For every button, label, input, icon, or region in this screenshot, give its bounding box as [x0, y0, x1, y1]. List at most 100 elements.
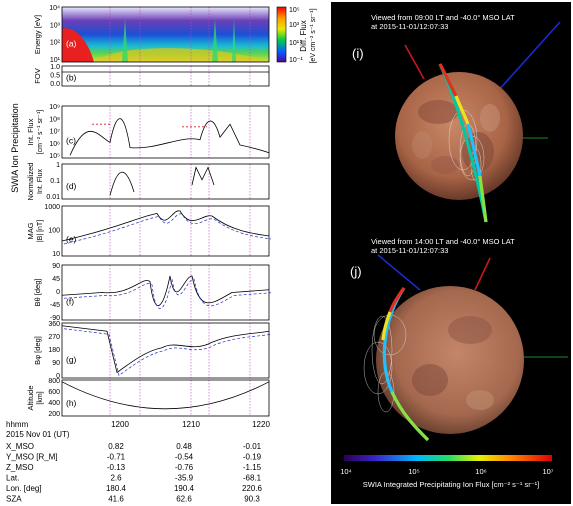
y-tick-label: 10⁹ — [49, 104, 60, 111]
ephemeris-row-label: Z_MSO — [6, 463, 34, 472]
x-tick-label: 1200 — [111, 420, 129, 429]
y-axis-label-2: [km] — [37, 391, 44, 404]
y-tick-label: 600 — [48, 389, 60, 396]
time-series-panels: 10⁴ 10³ 10² 10¹ (a) Energy [eV] 1.0 0.50.0 (b) FO… — [26, 5, 272, 418]
y-tick-label: 10¹ — [50, 57, 61, 64]
y-axis-label: Bθ [deg] — [33, 279, 42, 307]
y-axis-label: Altitude — [26, 385, 35, 410]
ephemeris-row-label: X_MSO — [6, 442, 34, 451]
ephemeris-table: hhmm 2015 Nov 01 (UT) X_MSO 0.82 0.48 -0.01… — [6, 420, 263, 504]
mars-globe-i — [395, 72, 523, 200]
y-tick-label: 10⁴ — [49, 5, 60, 12]
flux-colorbar-tick: 10⁶ — [475, 467, 486, 476]
ephemeris-row-label: SZA — [6, 495, 22, 504]
y-tick-label: 10⁷ — [50, 129, 61, 136]
ephemeris-value: 0.48 — [176, 442, 192, 451]
ephemeris-row-label: Lat. — [6, 474, 19, 483]
panel-letter: (g) — [66, 355, 77, 365]
x-tick-label: 1210 — [182, 420, 200, 429]
panel-d: 1 0.1 0.01 (d) Normalized Int. Flux — [26, 162, 270, 201]
y-tick-label: -90 — [50, 315, 60, 322]
x-tick-label: 1220 — [252, 420, 270, 429]
y-tick-label: 360 — [48, 321, 60, 328]
panel-letter: (h) — [66, 398, 77, 408]
panel-a: 10⁴ 10³ 10² 10¹ (a) Energy [eV] — [33, 5, 270, 64]
ephemeris-value: -0.19 — [243, 453, 262, 462]
y-tick-label: 10² — [50, 40, 61, 47]
panel-b: 1.0 0.50.0 (b) FOV — [33, 64, 270, 88]
y-tick-label: 0 — [56, 373, 60, 380]
y-tick-label: 180 — [48, 347, 60, 354]
panel-f: 90 45 0 -45 -90 (f) Bθ [deg] — [33, 263, 272, 322]
y-axis-label: Energy [eV] — [33, 15, 42, 54]
precipitating-flux-colorbar: 10⁴ 10⁵ 10⁶ 10⁷ SWIA Integrated Precipit… — [340, 455, 554, 489]
flux-colorbar-tick: 10⁷ — [542, 467, 553, 476]
view-i-letter: (i) — [352, 46, 364, 61]
panel-letter: (d) — [66, 181, 77, 191]
y-tick-label: 0.1 — [50, 178, 60, 185]
colorbar-tick: 10⁵ — [289, 7, 300, 14]
y-tick-label: 100 — [48, 228, 60, 235]
y-axis-label: MAG — [26, 222, 35, 239]
ephemeris-value: 0.82 — [108, 442, 124, 451]
panel-letter: (e) — [66, 234, 77, 244]
ephemeris-value: 220.6 — [242, 484, 263, 493]
view-j-line1: Viewed from 14:00 LT and -40.0° MSO LAT — [371, 237, 515, 246]
panel-letter: (b) — [66, 72, 77, 82]
y-tick-label: 0.01 — [46, 194, 60, 201]
y-tick-label: 90 — [52, 263, 60, 270]
panel-g: 360 270 180 90 0 (g) Bφ [deg] — [33, 321, 272, 380]
y-tick-label: 10 — [52, 251, 60, 258]
ephemeris-value: 2.6 — [110, 474, 122, 483]
y-tick-label: 0 — [56, 289, 60, 296]
panel-letter: (f) — [66, 297, 74, 307]
y-axis-label-2: Int. Flux — [37, 169, 44, 194]
y-tick-label: 10⁵ — [49, 153, 60, 160]
x-axis-labels: 1200 1210 1220 — [111, 420, 270, 429]
y-tick-label: 10³ — [50, 22, 61, 29]
panel-c: 10⁹ 10⁸ 10⁷ 10⁶ 10⁵ (c) Int. Flux [cm⁻² s⁻¹ sr⁻… — [26, 104, 270, 160]
view-i-line1: Viewed from 09:00 LT and -40.0° MSO LAT — [371, 13, 515, 22]
y-tick-label: -45 — [50, 302, 60, 309]
view-i-line2: at 2015-11-01/12:07:33 — [371, 22, 448, 31]
ephemeris-value: -68.1 — [243, 474, 262, 483]
view-j: (j) Viewed from 14:00 LT and -40.0° MSO … — [350, 237, 568, 442]
ephemeris-value: 41.6 — [108, 495, 124, 504]
y-tick-label: 400 — [48, 400, 60, 407]
y-tick-label: 200 — [48, 411, 60, 418]
colorbar-tick: 10³ — [289, 22, 300, 29]
ephemeris-value: 62.6 — [176, 495, 192, 504]
ephemeris-value: -1.15 — [243, 463, 262, 472]
colorbar-tick: 10⁻¹ — [289, 57, 303, 64]
y-axis-label: Bφ [deg] — [33, 336, 42, 365]
mars-views: (i) Viewed from 09:00 LT and -40.0° MSO … — [331, 2, 571, 504]
y-axis-label: Normalized — [26, 163, 35, 201]
mars-globe-j — [376, 286, 524, 434]
y-tick-label: 1000 — [44, 204, 60, 211]
ephemeris-value: 190.4 — [174, 484, 195, 493]
view-j-letter: (j) — [350, 264, 362, 279]
ephemeris-value: -0.01 — [243, 442, 262, 451]
ephemeris-value: -0.13 — [107, 463, 126, 472]
y-tick-label: 90 — [52, 360, 60, 367]
y-axis-label-2: [cm⁻² s⁻¹ sr⁻¹] — [37, 110, 44, 155]
y-tick-label: 270 — [48, 334, 60, 341]
y-tick-label: 1 — [56, 162, 60, 169]
y-tick-label: 10⁶ — [49, 141, 60, 148]
y-tick-label: 0.0 — [50, 81, 60, 88]
ephemeris-row-label: Y_MSO [R_M] — [6, 453, 58, 462]
ephemeris-date: 2015 Nov 01 (UT) — [6, 430, 70, 439]
panel-letter: (c) — [66, 135, 76, 145]
ephemeris-header: hhmm — [6, 420, 29, 429]
panel-h: 800 600 400 200 (h) Altitude [km] — [26, 378, 270, 418]
panel-e: 1000 100 10 (e) MAG |B| [nT] — [26, 204, 272, 258]
y-tick-label: 1.0 — [50, 64, 60, 71]
colorbar-units: [eV cm⁻² s⁻¹ sr⁻¹] — [310, 8, 317, 63]
ephemeris-value: 180.4 — [106, 484, 127, 493]
y-tick-label: 800 — [48, 378, 60, 385]
y-tick-label: 45 — [52, 276, 60, 283]
view-j-line2: at 2015-11-01/12:07:33 — [371, 246, 448, 255]
flux-colorbar-tick: 10⁵ — [408, 467, 419, 476]
ephemeris-value: -35.9 — [175, 474, 194, 483]
